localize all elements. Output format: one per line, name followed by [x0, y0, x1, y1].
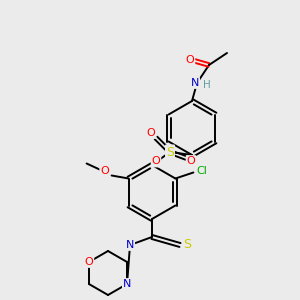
- Text: O: O: [187, 156, 195, 166]
- Text: O: O: [147, 128, 155, 138]
- Text: S: S: [166, 146, 174, 158]
- Text: N: N: [126, 240, 134, 250]
- Text: O: O: [85, 257, 93, 267]
- Text: O: O: [186, 55, 194, 65]
- Text: O: O: [100, 167, 109, 176]
- Text: N: N: [191, 78, 199, 88]
- Text: Cl: Cl: [196, 166, 207, 176]
- Text: O: O: [152, 157, 160, 166]
- Text: N: N: [123, 279, 131, 289]
- Text: H: H: [203, 80, 211, 90]
- Text: S: S: [183, 238, 191, 251]
